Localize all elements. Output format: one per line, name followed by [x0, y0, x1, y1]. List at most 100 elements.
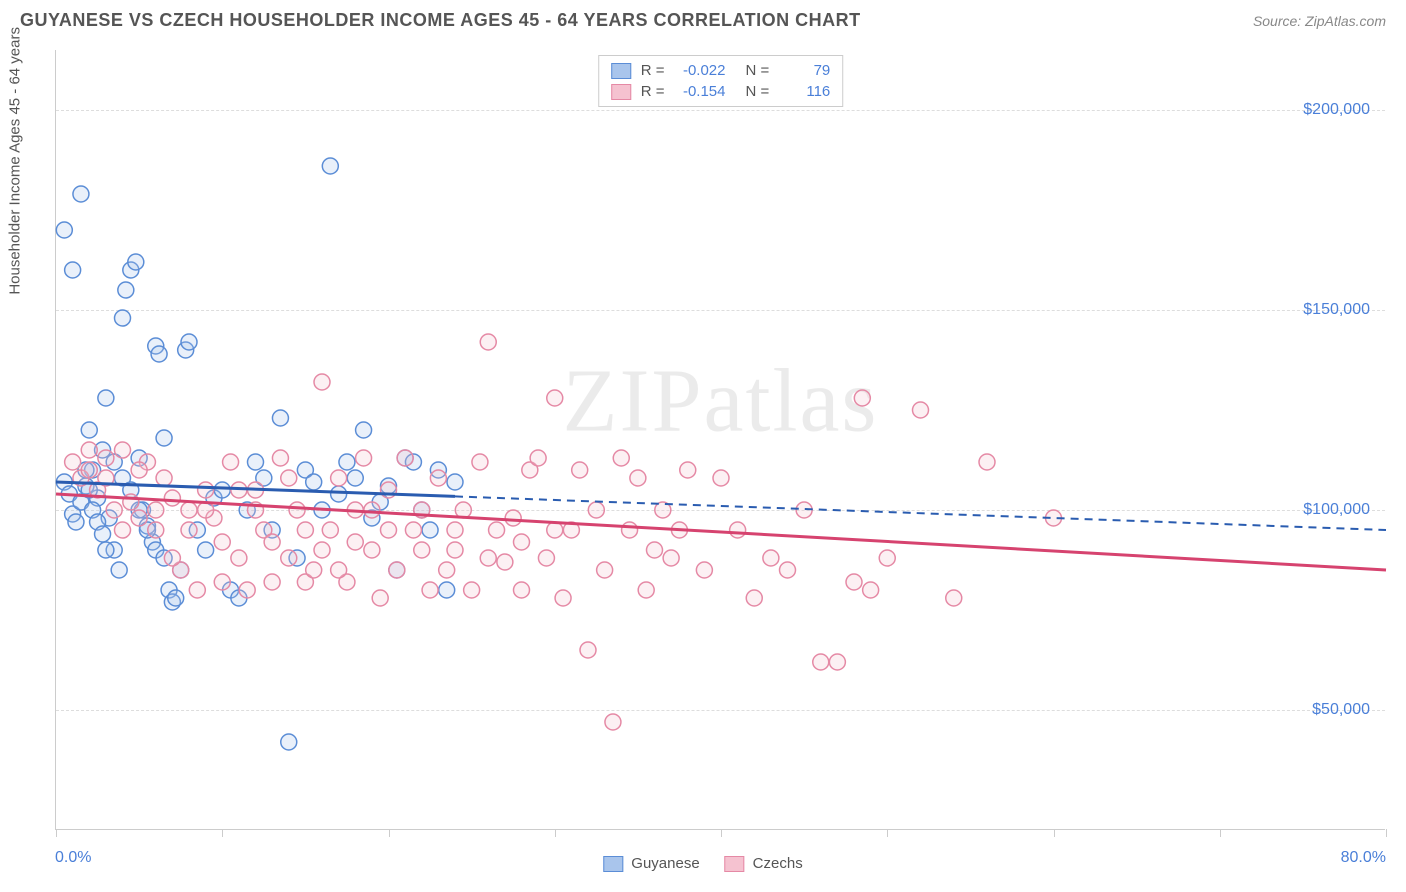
data-point-czechs	[605, 714, 621, 730]
source-credit: Source: ZipAtlas.com	[1253, 13, 1386, 29]
data-point-czechs	[846, 574, 862, 590]
data-point-guyanese	[439, 582, 455, 598]
data-point-czechs	[696, 562, 712, 578]
x-tick	[1054, 829, 1055, 837]
source-name: ZipAtlas.com	[1305, 13, 1386, 29]
data-point-czechs	[530, 450, 546, 466]
data-point-czechs	[405, 522, 421, 538]
data-point-guyanese	[181, 334, 197, 350]
r-label: R =	[641, 83, 665, 100]
legend-swatch	[603, 856, 623, 872]
x-tick	[56, 829, 57, 837]
data-point-czechs	[430, 470, 446, 486]
data-point-czechs	[272, 450, 288, 466]
data-point-czechs	[131, 462, 147, 478]
data-point-guyanese	[306, 474, 322, 490]
x-axis-start-label: 0.0%	[55, 849, 91, 867]
data-point-czechs	[414, 542, 430, 558]
data-point-guyanese	[118, 282, 134, 298]
data-point-czechs	[322, 522, 338, 538]
r-value: -0.022	[671, 62, 726, 79]
legend-item-guyanese: Guyanese	[603, 855, 699, 872]
data-point-czechs	[763, 550, 779, 566]
data-point-guyanese	[81, 422, 97, 438]
data-point-czechs	[389, 562, 405, 578]
data-point-guyanese	[73, 186, 89, 202]
data-point-czechs	[297, 522, 313, 538]
data-point-czechs	[331, 562, 347, 578]
y-axis-label: Householder Income Ages 45 - 64 years	[7, 27, 24, 295]
data-point-czechs	[630, 470, 646, 486]
data-point-czechs	[148, 522, 164, 538]
data-point-czechs	[306, 562, 322, 578]
legend-swatch	[611, 63, 631, 79]
data-point-czechs	[364, 502, 380, 518]
data-point-czechs	[397, 450, 413, 466]
data-point-czechs	[123, 494, 139, 510]
data-point-czechs	[505, 510, 521, 526]
data-point-czechs	[264, 574, 280, 590]
data-point-czechs	[131, 510, 147, 526]
data-point-czechs	[198, 482, 214, 498]
data-point-czechs	[746, 590, 762, 606]
data-point-guyanese	[322, 158, 338, 174]
data-point-czechs	[472, 454, 488, 470]
x-tick	[887, 829, 888, 837]
data-point-guyanese	[447, 474, 463, 490]
data-point-czechs	[863, 582, 879, 598]
data-point-guyanese	[65, 262, 81, 278]
x-tick	[555, 829, 556, 837]
data-point-czechs	[547, 522, 563, 538]
x-tick	[721, 829, 722, 837]
data-point-czechs	[198, 502, 214, 518]
data-point-guyanese	[128, 254, 144, 270]
data-point-guyanese	[214, 482, 230, 498]
data-point-czechs	[281, 550, 297, 566]
x-tick	[1386, 829, 1387, 837]
data-point-czechs	[979, 454, 995, 470]
legend-item-czechs: Czechs	[725, 855, 803, 872]
data-point-czechs	[638, 582, 654, 598]
data-point-czechs	[314, 542, 330, 558]
data-point-czechs	[663, 550, 679, 566]
data-point-czechs	[189, 582, 205, 598]
n-value: 79	[775, 62, 830, 79]
data-point-czechs	[356, 450, 372, 466]
data-point-guyanese	[356, 422, 372, 438]
data-point-czechs	[115, 442, 131, 458]
data-point-czechs	[622, 522, 638, 538]
data-point-guyanese	[248, 454, 264, 470]
data-point-czechs	[422, 582, 438, 598]
data-point-czechs	[214, 534, 230, 550]
data-point-czechs	[854, 390, 870, 406]
data-point-czechs	[647, 542, 663, 558]
data-point-czechs	[164, 550, 180, 566]
data-point-guyanese	[168, 590, 184, 606]
data-point-guyanese	[281, 734, 297, 750]
data-point-czechs	[913, 402, 929, 418]
correlation-legend: R =-0.022N =79R =-0.154N =116	[598, 55, 844, 107]
data-point-guyanese	[347, 470, 363, 486]
data-point-czechs	[148, 502, 164, 518]
data-point-czechs	[447, 542, 463, 558]
data-point-guyanese	[198, 542, 214, 558]
data-point-guyanese	[151, 346, 167, 362]
data-point-czechs	[181, 502, 197, 518]
n-value: 116	[775, 83, 830, 100]
data-point-czechs	[439, 562, 455, 578]
x-tick	[389, 829, 390, 837]
data-point-czechs	[713, 470, 729, 486]
data-point-czechs	[331, 470, 347, 486]
data-point-czechs	[164, 490, 180, 506]
chart-header: GUYANESE VS CZECH HOUSEHOLDER INCOME AGE…	[0, 0, 1406, 36]
data-point-czechs	[829, 654, 845, 670]
data-point-guyanese	[331, 486, 347, 502]
data-point-czechs	[813, 654, 829, 670]
data-point-czechs	[65, 454, 81, 470]
data-point-czechs	[588, 502, 604, 518]
data-point-czechs	[223, 454, 239, 470]
data-point-czechs	[239, 582, 255, 598]
r-label: R =	[641, 62, 665, 79]
data-point-czechs	[264, 534, 280, 550]
chart-title: GUYANESE VS CZECH HOUSEHOLDER INCOME AGE…	[20, 10, 861, 31]
